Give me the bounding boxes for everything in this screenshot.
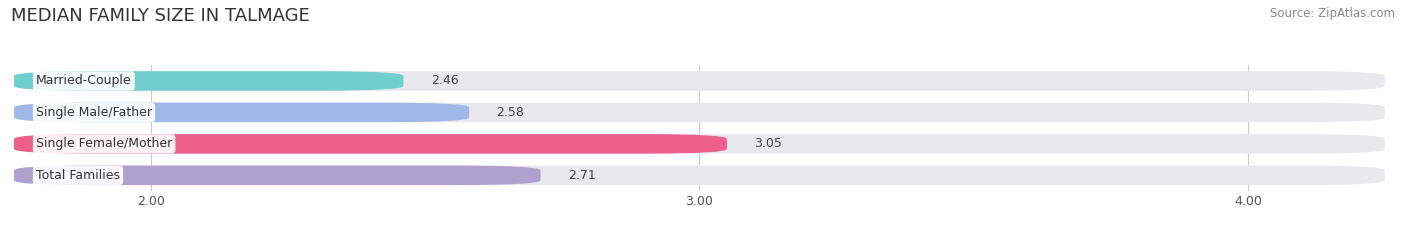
FancyBboxPatch shape <box>14 134 1385 154</box>
FancyBboxPatch shape <box>14 103 1385 122</box>
Text: 2.71: 2.71 <box>568 169 596 182</box>
FancyBboxPatch shape <box>14 103 470 122</box>
Text: 3.05: 3.05 <box>754 137 782 150</box>
Text: Single Female/Mother: Single Female/Mother <box>37 137 173 150</box>
Text: Source: ZipAtlas.com: Source: ZipAtlas.com <box>1270 7 1395 20</box>
Text: Married-Couple: Married-Couple <box>37 75 132 87</box>
FancyBboxPatch shape <box>14 166 1385 185</box>
FancyBboxPatch shape <box>14 166 540 185</box>
Text: 2.46: 2.46 <box>430 75 458 87</box>
FancyBboxPatch shape <box>14 134 727 154</box>
FancyBboxPatch shape <box>14 71 404 91</box>
FancyBboxPatch shape <box>14 71 1385 91</box>
Text: Single Male/Father: Single Male/Father <box>37 106 152 119</box>
Text: Total Families: Total Families <box>37 169 120 182</box>
Text: MEDIAN FAMILY SIZE IN TALMAGE: MEDIAN FAMILY SIZE IN TALMAGE <box>11 7 309 25</box>
Text: 2.58: 2.58 <box>496 106 524 119</box>
